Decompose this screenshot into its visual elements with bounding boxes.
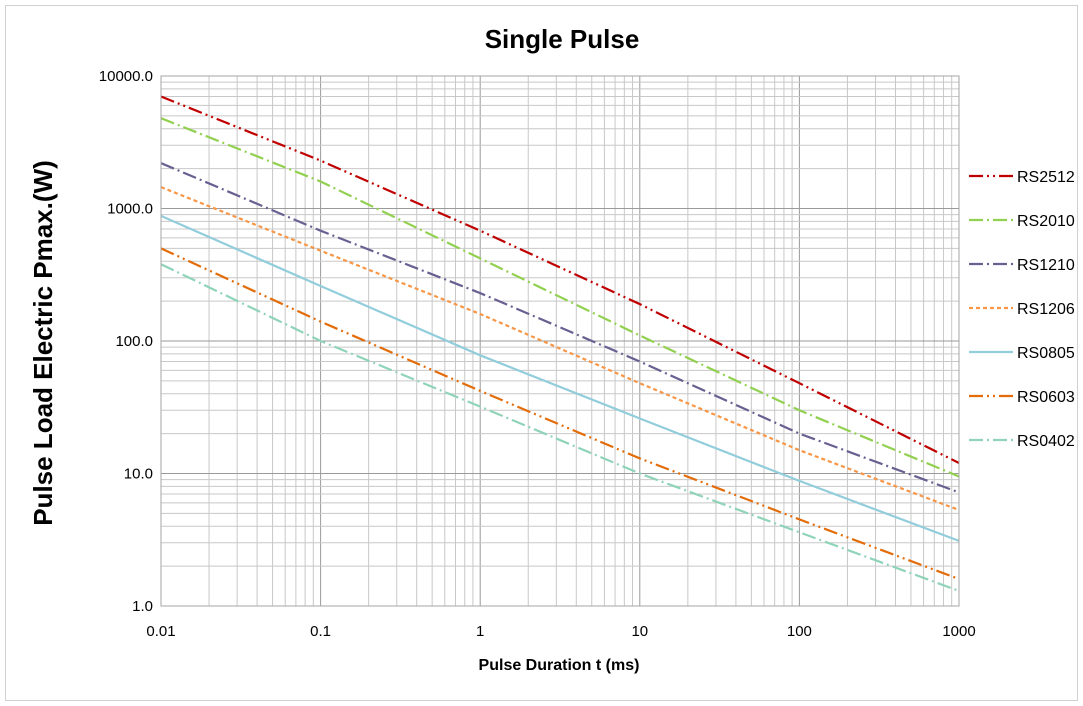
series-line-rs0805: [160, 214, 960, 542]
chart-title: Single Pulse: [485, 24, 640, 54]
legend-label: RS0603: [1017, 389, 1075, 406]
y-tick-label: 10.0: [124, 466, 153, 483]
x-tick-label: 0.1: [310, 623, 331, 640]
y-tick-label: 1000.0: [107, 201, 153, 218]
x-tick-label: 100: [787, 623, 812, 640]
series-line-rs0402: [160, 263, 960, 592]
x-tick-label: 10: [631, 623, 648, 640]
series-line-rs1206: [160, 186, 960, 512]
legend-label: RS0805: [1017, 345, 1075, 362]
series-group: [160, 95, 960, 592]
y-tick-label: 1.0: [132, 598, 153, 615]
y-tick-label: 100.0: [115, 333, 153, 350]
x-tick-label: 0.01: [146, 623, 175, 640]
x-tick-label: 1000: [942, 623, 975, 640]
legend-label: RS1206: [1017, 301, 1075, 318]
series-line-rs2010: [160, 117, 960, 478]
series-line-rs1210: [160, 162, 960, 494]
y-tick-labels: 1.0 10.0 100.0 1000.0 10000.0: [99, 68, 153, 615]
legend-label: RS2512: [1017, 169, 1075, 186]
legend-label: RS1210: [1017, 257, 1075, 274]
legend: RS2512 RS2010 RS1210 RS1206 RS0805 RS0603 RS04…: [969, 169, 1075, 450]
y-axis-label: Pulse Load Electric Pmax.(W): [28, 160, 58, 526]
y-tick-label: 10000.0: [99, 68, 153, 85]
grid: [160, 76, 959, 607]
chart-svg: Single Pulse Pulse Load Electric Pmax.(W…: [28, 24, 1075, 674]
legend-label: RS2010: [1017, 213, 1075, 230]
x-tick-label: 1: [476, 623, 484, 640]
legend-label: RS0402: [1017, 433, 1075, 450]
x-tick-labels: 0.01 0.1 1 10 100 1000: [146, 623, 975, 640]
plot-border: [160, 75, 960, 607]
chart-frame: Single Pulse Pulse Load Electric Pmax.(W…: [5, 5, 1078, 701]
x-axis-label: Pulse Duration t (ms): [479, 657, 640, 674]
series-line-rs2512: [160, 95, 960, 464]
series-line-rs0603: [160, 247, 960, 581]
